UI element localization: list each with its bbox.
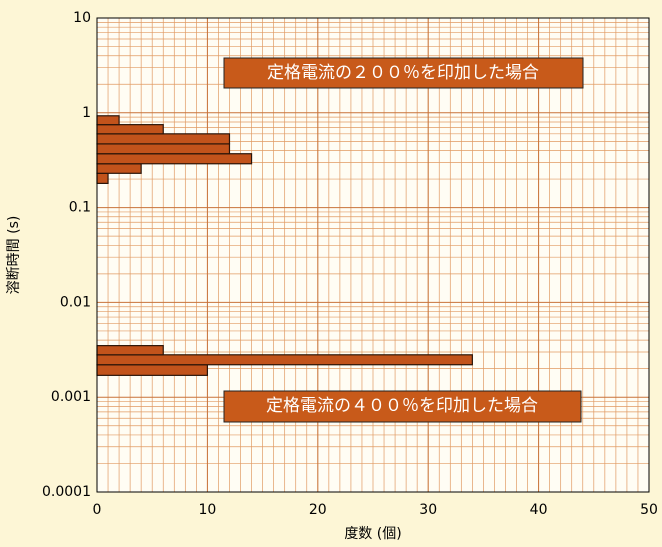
y-tick-label: 0.0001 xyxy=(42,484,91,500)
x-tick-label: 40 xyxy=(530,502,548,518)
bar xyxy=(96,172,109,185)
x-tick-label: 30 xyxy=(419,502,437,518)
x-tick-label: 20 xyxy=(309,502,327,518)
y-tick-label: 10 xyxy=(73,10,91,26)
y-tick-label: 0.1 xyxy=(69,200,91,216)
bar xyxy=(96,124,164,135)
y-tick-label: 0.01 xyxy=(60,294,91,310)
bar xyxy=(96,115,120,126)
bar xyxy=(96,143,231,155)
plot-frame xyxy=(96,17,650,493)
x-tick-label: 10 xyxy=(198,502,216,518)
bar xyxy=(96,364,209,376)
bar xyxy=(96,153,253,165)
y-tick-label: 1 xyxy=(82,105,91,121)
x-tick-label: 50 xyxy=(640,502,658,518)
x-tick-label: 0 xyxy=(93,502,102,518)
annotation: 定格電流の２００％を印加した場合 xyxy=(267,63,539,83)
y-tick-label: 0.001 xyxy=(51,389,91,405)
annotation-box xyxy=(223,57,584,89)
annotation-box xyxy=(223,390,582,423)
x-axis-label: 度数 (個) xyxy=(344,526,401,542)
bar xyxy=(96,133,231,145)
y-axis-label: 溶断時間 (s) xyxy=(6,216,22,295)
bar xyxy=(96,354,473,366)
bar xyxy=(96,345,164,356)
annotation: 定格電流の４００％を印加した場合 xyxy=(266,396,538,416)
bar xyxy=(96,163,142,174)
